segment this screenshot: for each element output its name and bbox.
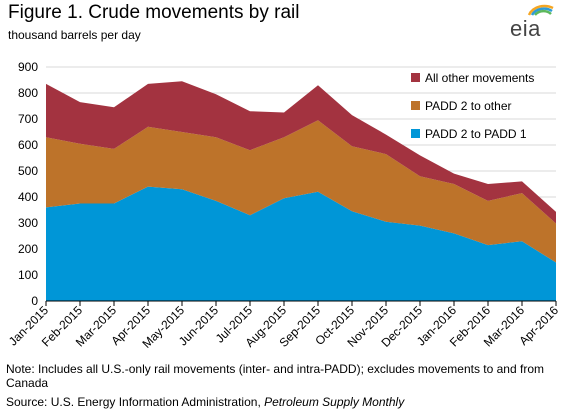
stacked-area-chart: 0100200300400500600700800900Jan-2015Feb-… — [6, 60, 562, 351]
legend-swatch — [411, 73, 420, 82]
y-tick-label: 900 — [18, 60, 38, 74]
y-tick-label: 400 — [18, 190, 38, 204]
legend-swatch — [411, 129, 420, 138]
chart-source: Source: U.S. Energy Information Administ… — [6, 395, 404, 409]
eia-logo-text: eia — [510, 16, 541, 41]
y-tick-label: 0 — [31, 294, 38, 308]
area-padd-2-to-padd-1 — [46, 186, 556, 301]
legend-swatch — [411, 101, 420, 110]
y-tick-label: 100 — [18, 268, 38, 282]
legend-label: PADD 2 to other — [425, 99, 511, 113]
y-tick-label: 600 — [18, 138, 38, 152]
area-series — [46, 81, 556, 301]
chart-subtitle: thousand barrels per day — [8, 28, 141, 42]
source-publication: Petroleum Supply Monthly — [264, 395, 405, 409]
chart-note: Note: Includes all U.S.-only rail moveme… — [6, 362, 544, 390]
y-tick-label: 700 — [18, 112, 38, 126]
legend-label: All other movements — [425, 71, 534, 85]
y-tick-label: 800 — [18, 86, 38, 100]
y-tick-label: 500 — [18, 164, 38, 178]
eia-logo-icon — [527, 4, 554, 16]
area-padd-2-to-other — [46, 120, 556, 263]
legend-label: PADD 2 to PADD 1 — [425, 127, 527, 141]
legend: All other movements PADD 2 to other PADD 2… — [411, 71, 534, 141]
eia-logo: eia — [503, 2, 563, 42]
chart-title: Figure 1. Crude movements by rail — [8, 2, 300, 23]
y-tick-label: 300 — [18, 216, 38, 230]
y-tick-label: 200 — [18, 242, 38, 256]
source-prefix: Source: U.S. Energy Information Administ… — [6, 395, 265, 409]
area-all-other-movements — [46, 81, 556, 224]
